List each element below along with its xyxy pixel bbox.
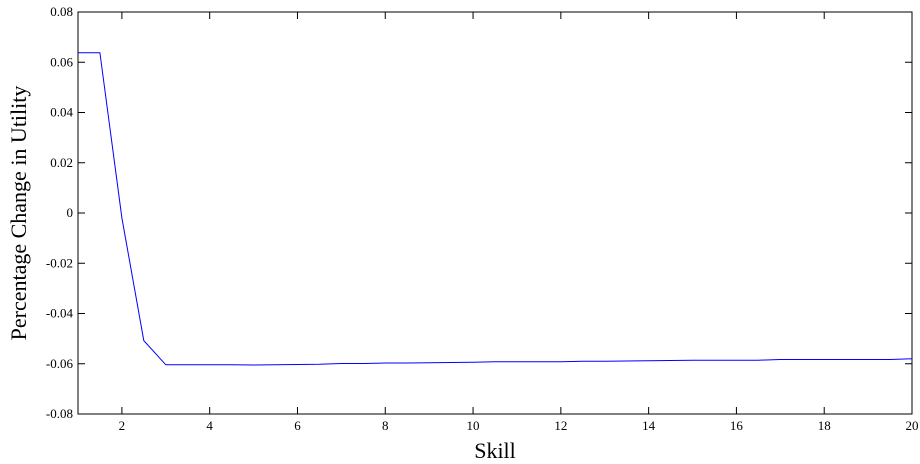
- x-tick-label: 8: [382, 418, 389, 433]
- y-tick-label: 0.08: [50, 4, 73, 19]
- x-axis-label: Skill: [474, 438, 516, 463]
- x-tick-label: 18: [818, 418, 831, 433]
- series-line: [78, 52, 913, 366]
- x-tick-label: 2: [119, 418, 126, 433]
- y-tick-label: -0.04: [46, 306, 74, 321]
- plot-area: 2 4 6 8 10 12 14 16 18 20 -0.08 -0.06 -0.04 -0.02 0 0.0…: [46, 4, 919, 433]
- y-tick-label: 0.02: [50, 155, 73, 170]
- y-tick-label: -0.08: [46, 406, 73, 421]
- y-axis-label: Percentage Change in Utility: [6, 86, 31, 341]
- x-tick-label: 16: [730, 418, 744, 433]
- y-tick-label: -0.02: [46, 255, 73, 270]
- y-tick-label: -0.06: [46, 356, 74, 371]
- x-tick-label: 4: [206, 418, 213, 433]
- x-tick-label: 20: [906, 418, 919, 433]
- x-tick-label: 14: [642, 418, 656, 433]
- x-tick-label: 6: [294, 418, 301, 433]
- y-tick-label: 0: [67, 205, 74, 220]
- y-tick-label: 0.06: [50, 54, 73, 69]
- y-tick-label: 0.04: [50, 105, 73, 120]
- x-tick-label: 10: [467, 418, 480, 433]
- x-tick-label: 12: [554, 418, 567, 433]
